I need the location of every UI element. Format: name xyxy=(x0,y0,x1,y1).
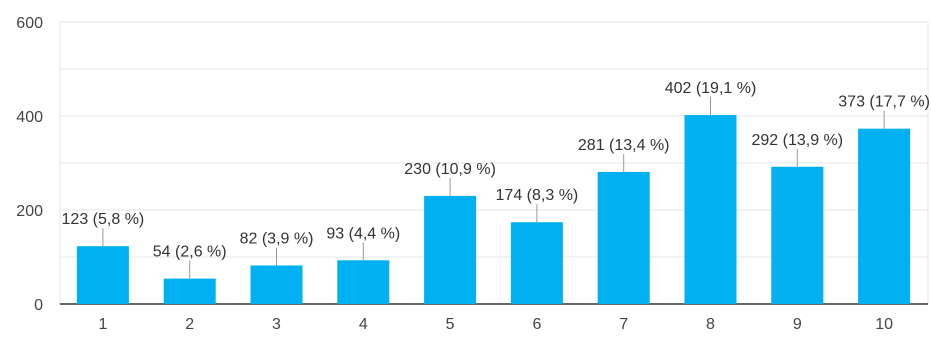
y-tick-label: 400 xyxy=(16,109,43,126)
x-tick-label: 6 xyxy=(532,316,541,333)
data-label: 54 (2,6 %) xyxy=(153,244,227,261)
data-label: 402 (19,1 %) xyxy=(665,80,757,97)
bar xyxy=(684,115,737,304)
bar xyxy=(76,246,129,304)
x-axis-ticks: 1 2 3 4 5 6 7 8 9 10 xyxy=(98,316,893,333)
bar xyxy=(858,128,911,304)
data-label: 230 (10,9 %) xyxy=(404,161,496,178)
data-label: 82 (3,9 %) xyxy=(240,230,314,247)
x-tick-label: 8 xyxy=(706,316,715,333)
data-label: 174 (8,3 %) xyxy=(496,187,579,204)
data-label: 292 (13,9 %) xyxy=(751,132,843,149)
data-label: 281 (13,4 %) xyxy=(578,137,670,154)
x-tick-label: 5 xyxy=(446,316,455,333)
bar xyxy=(337,260,390,304)
bar xyxy=(250,265,303,304)
x-tick-label: 3 xyxy=(272,316,281,333)
x-tick-label: 4 xyxy=(359,316,368,333)
bar xyxy=(597,171,650,304)
y-tick-label: 600 xyxy=(16,15,43,32)
data-label: 373 (17,7 %) xyxy=(838,94,930,111)
bar xyxy=(424,195,477,304)
x-tick-label: 9 xyxy=(793,316,802,333)
bars xyxy=(76,115,911,304)
x-tick-label: 7 xyxy=(619,316,628,333)
data-label: 93 (4,4 %) xyxy=(326,225,400,242)
x-tick-label: 1 xyxy=(98,316,107,333)
bar xyxy=(771,166,824,304)
x-tick-label: 10 xyxy=(875,316,893,333)
bar xyxy=(510,222,563,304)
bar xyxy=(163,278,216,304)
data-labels: 123 (5,8 %) 54 (2,6 %) 82 (3,9 %) 93 (4,4 %… xyxy=(62,80,930,279)
y-tick-label: 0 xyxy=(34,297,43,314)
y-tick-label: 200 xyxy=(16,203,43,220)
y-axis-ticks: 0 200 400 600 xyxy=(16,15,43,314)
x-tick-label: 2 xyxy=(185,316,194,333)
data-label: 123 (5,8 %) xyxy=(62,211,145,228)
